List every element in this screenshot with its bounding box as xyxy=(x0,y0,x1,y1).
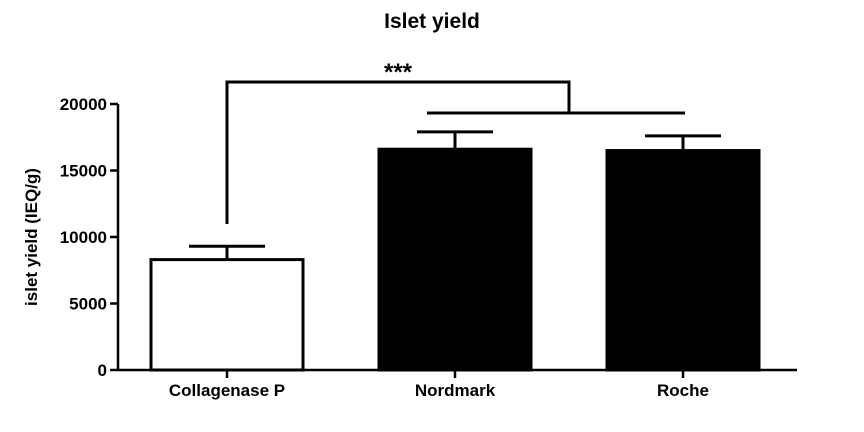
y-tick-label: 10000 xyxy=(60,228,107,247)
y-tick-label: 15000 xyxy=(60,162,107,181)
bar-roche xyxy=(605,149,761,372)
y-tick-label: 0 xyxy=(98,361,107,380)
y-tick-label: 20000 xyxy=(60,95,107,114)
bar-nordmark xyxy=(377,147,533,372)
y-tick-label: 5000 xyxy=(69,295,107,314)
significance-bracket-main xyxy=(225,80,571,224)
x-tick-label: Roche xyxy=(657,381,709,400)
y-ticks: 0 5000 10000 15000 20000 xyxy=(60,95,118,380)
x-tick-label: Nordmark xyxy=(415,381,496,400)
significance-bracket: *** xyxy=(225,59,685,224)
x-tick-label: Collagenase P xyxy=(169,381,285,400)
chart-title: Islet yield xyxy=(384,10,480,33)
x-ticks: Collagenase P Nordmark Roche xyxy=(169,370,709,400)
bar-collagenase-p xyxy=(149,258,305,372)
y-axis-label: islet yield (IEQ/g) xyxy=(22,168,41,306)
bars xyxy=(149,130,761,372)
